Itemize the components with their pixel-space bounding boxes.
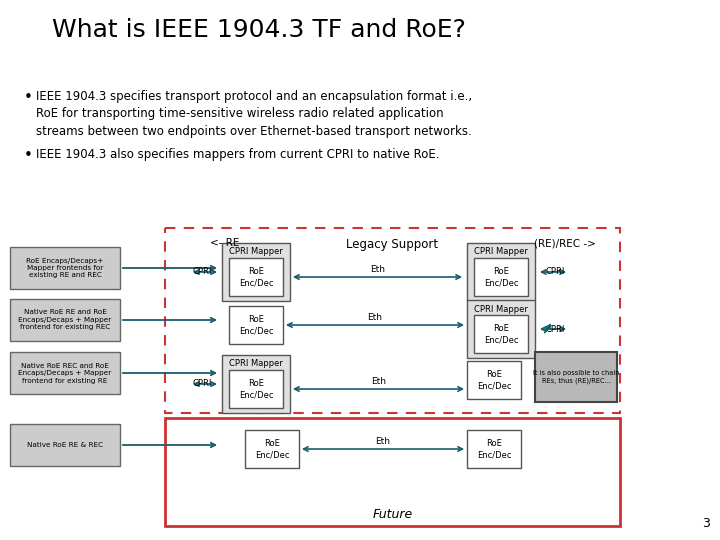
Text: RoE
Enc/Dec: RoE Enc/Dec bbox=[239, 379, 274, 399]
Text: Native RoE REC and RoE
Encaps/Decaps + Mapper
frontend for existing RE: Native RoE REC and RoE Encaps/Decaps + M… bbox=[19, 362, 112, 383]
Text: Future: Future bbox=[372, 508, 413, 521]
Bar bbox=[229, 258, 283, 296]
Text: RoE
Enc/Dec: RoE Enc/Dec bbox=[255, 439, 289, 459]
Text: Native RoE RE & REC: Native RoE RE & REC bbox=[27, 442, 103, 448]
Text: Eth: Eth bbox=[370, 265, 385, 273]
Text: CPRI: CPRI bbox=[545, 267, 564, 276]
Bar bbox=[165, 418, 620, 526]
Text: IEEE 1904.3 also specifies mappers from current CPRI to native RoE.: IEEE 1904.3 also specifies mappers from … bbox=[36, 148, 439, 161]
Bar bbox=[467, 300, 535, 358]
Text: RoE
Enc/Dec: RoE Enc/Dec bbox=[477, 439, 511, 459]
Bar bbox=[10, 352, 120, 394]
Bar bbox=[467, 430, 521, 468]
Text: 3: 3 bbox=[702, 517, 710, 530]
Text: •: • bbox=[24, 148, 33, 163]
Text: RoE
Enc/Dec: RoE Enc/Dec bbox=[484, 267, 518, 287]
Bar bbox=[474, 315, 528, 353]
Bar bbox=[222, 243, 290, 301]
Text: (RE)/REC ->: (RE)/REC -> bbox=[534, 238, 596, 248]
Text: Eth: Eth bbox=[376, 436, 390, 446]
Bar bbox=[474, 258, 528, 296]
Bar bbox=[165, 228, 620, 413]
Text: RoE
Enc/Dec: RoE Enc/Dec bbox=[239, 267, 274, 287]
Text: CPRI: CPRI bbox=[545, 325, 564, 334]
Text: <- RE: <- RE bbox=[210, 238, 240, 248]
Text: Eth: Eth bbox=[371, 376, 386, 386]
Text: CPRI Mapper: CPRI Mapper bbox=[474, 305, 528, 314]
Text: IEEE 1904.3 specifies transport protocol and an encapsulation format i.e.,
RoE f: IEEE 1904.3 specifies transport protocol… bbox=[36, 90, 472, 138]
Bar bbox=[10, 299, 120, 341]
Bar bbox=[467, 361, 521, 399]
Text: What is IEEE 1904.3 TF and RoE?: What is IEEE 1904.3 TF and RoE? bbox=[52, 18, 466, 42]
Bar bbox=[10, 247, 120, 289]
Text: RoE Encaps/Decaps+
Mapper frontends for
existing RE and REC: RoE Encaps/Decaps+ Mapper frontends for … bbox=[27, 258, 104, 279]
Text: CPRI Mapper: CPRI Mapper bbox=[229, 360, 283, 368]
Text: It is also possible to chain
REs, thus (RE)/REC...: It is also possible to chain REs, thus (… bbox=[533, 370, 619, 384]
Bar bbox=[245, 430, 299, 468]
Text: •: • bbox=[24, 90, 33, 105]
Text: RoE
Enc/Dec: RoE Enc/Dec bbox=[477, 370, 511, 390]
Bar bbox=[467, 243, 535, 301]
Text: CPRI: CPRI bbox=[192, 267, 212, 276]
Text: Native RoE RE and RoE
Encaps/Decaps + Mapper
frontend for existing REC: Native RoE RE and RoE Encaps/Decaps + Ma… bbox=[19, 309, 112, 330]
Text: Eth: Eth bbox=[367, 313, 382, 321]
Text: RoE
Enc/Dec: RoE Enc/Dec bbox=[484, 324, 518, 344]
Text: CPRI: CPRI bbox=[192, 380, 212, 388]
Text: RoE
Enc/Dec: RoE Enc/Dec bbox=[239, 315, 274, 335]
Text: CPRI Mapper: CPRI Mapper bbox=[474, 247, 528, 256]
Bar bbox=[535, 352, 617, 402]
Bar bbox=[10, 424, 120, 466]
Bar bbox=[229, 306, 283, 344]
Text: CPRI Mapper: CPRI Mapper bbox=[229, 247, 283, 256]
Bar bbox=[222, 355, 290, 413]
Bar bbox=[229, 370, 283, 408]
Text: Legacy Support: Legacy Support bbox=[346, 238, 438, 251]
